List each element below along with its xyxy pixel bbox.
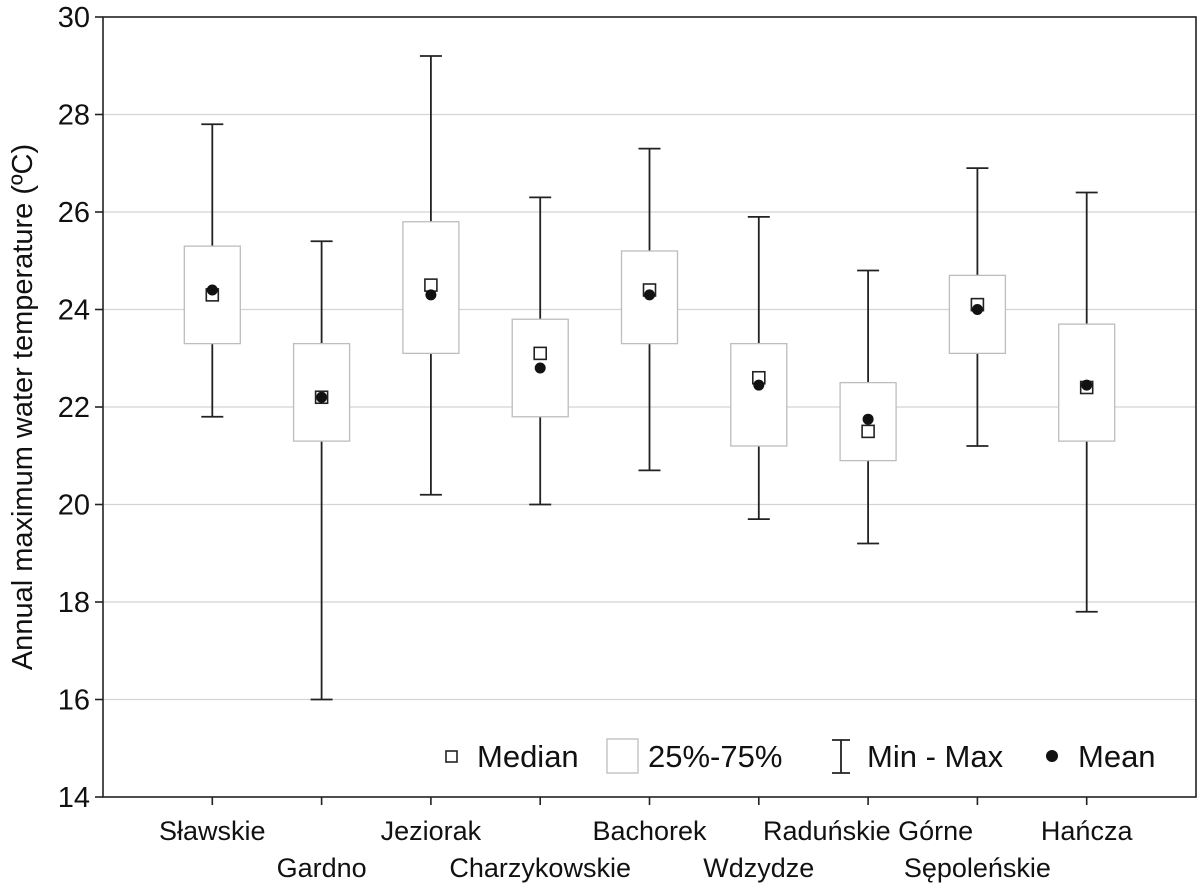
y-axis: 14 16 18 20 22 24 26 28 30 — [58, 2, 103, 814]
box-7 — [839, 269, 897, 545]
median-marker — [861, 424, 875, 439]
x-tick-label: Jeziorak — [381, 816, 482, 846]
box-8 — [948, 167, 1007, 447]
box-1 — [183, 123, 241, 418]
mean-marker — [753, 379, 765, 391]
y-tick-label: 18 — [58, 587, 90, 619]
legend-median-symbol — [445, 750, 458, 763]
y-tick-label: 14 — [58, 782, 90, 814]
y-tick-label: 24 — [58, 295, 90, 327]
legend-iqr-symbol — [606, 738, 639, 774]
mean-marker — [862, 413, 874, 425]
y-tick-label: 16 — [58, 685, 90, 717]
mean-marker — [971, 304, 983, 315]
x-axis: Sławskie Gardno Jeziorak Charzykowskie Bacho… — [159, 797, 1133, 883]
mean-marker — [425, 289, 437, 301]
box-6 — [730, 215, 788, 521]
legend-minmax-symbol — [832, 739, 850, 774]
legend-median-label: Median — [477, 739, 579, 774]
mean-marker — [1081, 379, 1093, 391]
box-4 — [511, 196, 569, 506]
mean-marker — [206, 284, 218, 296]
box-5 — [620, 147, 679, 472]
y-tick-label: 28 — [58, 100, 90, 132]
mean-marker — [534, 362, 546, 374]
legend-minmax-label: Min - Max — [867, 739, 1004, 774]
box-9 — [1058, 191, 1116, 613]
x-tick-label: Raduńskie Górne — [763, 816, 973, 846]
x-tick-label: Sępoleńskie — [904, 853, 1051, 883]
legend-mean-label: Mean — [1078, 739, 1156, 774]
box-2 — [292, 240, 351, 701]
median-marker — [424, 278, 438, 292]
box-series — [183, 55, 1116, 701]
y-tick-label: 26 — [58, 197, 90, 229]
x-tick-label: Sławskie — [159, 816, 266, 846]
legend-iqr-label: 25%-75% — [648, 739, 782, 774]
x-tick-label: Charzykowskie — [449, 853, 631, 883]
y-tick-label: 22 — [58, 392, 90, 424]
median-marker — [533, 346, 548, 361]
legend-mean-symbol — [1046, 750, 1058, 762]
x-tick-label: Hańcza — [1041, 816, 1134, 846]
x-tick-label: Gardno — [277, 853, 367, 883]
x-tick-label: Bachorek — [592, 816, 707, 846]
legend: Median 25%-75% Min - Max Mean — [445, 738, 1156, 774]
y-tick-label: 20 — [58, 490, 90, 522]
iqr-box — [730, 342, 788, 447]
mean-marker — [316, 391, 328, 403]
y-tick-label: 30 — [58, 2, 90, 34]
y-axis-label: Annual maximum water temperature (ºC) — [7, 144, 39, 670]
mean-marker — [644, 289, 655, 301]
box-3 — [402, 55, 460, 496]
x-tick-label: Wdzydze — [703, 853, 814, 883]
